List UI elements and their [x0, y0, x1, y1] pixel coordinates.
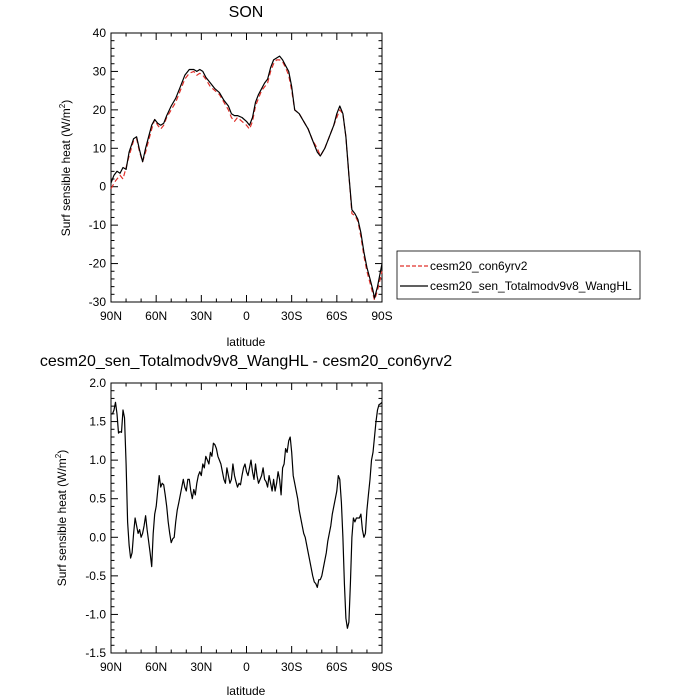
top-chart-ticks: 90N 60N 30N 0 30S 60S 90S -30 -20 -10 0 10 20 30 40 [89, 26, 393, 323]
x-tick-label: 90N [100, 309, 122, 323]
series-line-1 [110, 55, 383, 299]
top-chart-xlabel: latitude [227, 335, 266, 349]
x-tick-label: 0 [243, 660, 250, 674]
top-chart-title: SON [229, 4, 264, 21]
y-tick-label: -10 [89, 218, 107, 232]
x-tick-label: 60N [145, 309, 167, 323]
x-tick-label: 60N [145, 660, 167, 674]
bottom-chart-plot-area [110, 382, 383, 654]
x-tick-label: 30N [190, 309, 212, 323]
y-tick-label: 2.0 [89, 376, 106, 390]
y-tick-label: -20 [89, 257, 107, 271]
top-chart-ylabel-sup: 2 [58, 103, 67, 108]
bottom-chart-xlabel: latitude [227, 684, 266, 698]
y-tick-label: -1.0 [85, 607, 106, 621]
top-chart: SON 90N 60N 30N 0 30S 60S 90S -30 -20 -10 0 10 20 30 4… [58, 4, 393, 349]
y-tick-label: 1.5 [89, 415, 106, 429]
legend-label-con6yrv2: cesm20_con6yrv2 [430, 259, 528, 273]
bottom-chart-ylabel-sup: 2 [54, 453, 63, 458]
y-tick-label: 0 [99, 180, 106, 194]
bottom-chart-ylabel-main: Surf sensible heat (W/m [55, 458, 69, 586]
top-chart-ylabel: Surf sensible heat (W/m2) [58, 100, 73, 237]
legend: cesm20_con6yrv2 cesm20_sen_Totalmodv9v8_… [396, 250, 641, 300]
bottom-chart-title: cesm20_sen_Totalmodv9v8_WangHL - cesm20_… [40, 353, 452, 370]
y-tick-label: 30 [93, 64, 107, 78]
x-tick-label: 90N [100, 660, 122, 674]
bottom-chart-ylabel: Surf sensible heat (W/m2) [54, 450, 69, 587]
top-chart-plot-area [110, 32, 383, 303]
y-tick-label: -30 [89, 295, 107, 309]
x-tick-label: 30N [190, 660, 212, 674]
y-tick-label: 10 [93, 141, 107, 155]
bottom-chart: cesm20_sen_Totalmodv9v8_WangHL - cesm20_… [40, 353, 452, 698]
series-line-0 [111, 401, 383, 629]
y-tick-label: -1.5 [85, 646, 106, 660]
top-chart-ylabel-tail: ) [59, 100, 73, 104]
top-chart-series [110, 55, 383, 301]
series-line-0 [110, 59, 383, 301]
bottom-chart-series [111, 401, 383, 629]
x-tick-label: 30S [281, 309, 302, 323]
x-tick-label: 30S [281, 660, 302, 674]
y-tick-label: 0.0 [89, 530, 106, 544]
y-tick-label: 20 [93, 103, 107, 117]
top-chart-ylabel-main: Surf sensible heat (W/m [59, 108, 73, 236]
x-tick-label: 60S [326, 660, 347, 674]
y-tick-label: -0.5 [85, 569, 106, 583]
bottom-chart-ticks: 90N 60N 30N 0 30S 60S 90S -1.5 -1.0 -0.5 0.0 0.5 1.0… [85, 376, 392, 674]
x-tick-label: 90S [371, 660, 392, 674]
y-tick-label: 0.5 [89, 492, 106, 506]
legend-label-wanghl: cesm20_sen_Totalmodv9v8_WangHL [430, 279, 632, 293]
x-tick-label: 90S [371, 309, 392, 323]
y-tick-label: 40 [93, 26, 107, 40]
bottom-chart-ylabel-tail: ) [55, 450, 69, 454]
y-tick-label: 1.0 [89, 453, 106, 467]
x-tick-label: 60S [326, 309, 347, 323]
legend-box [396, 250, 641, 300]
x-tick-label: 0 [243, 309, 250, 323]
